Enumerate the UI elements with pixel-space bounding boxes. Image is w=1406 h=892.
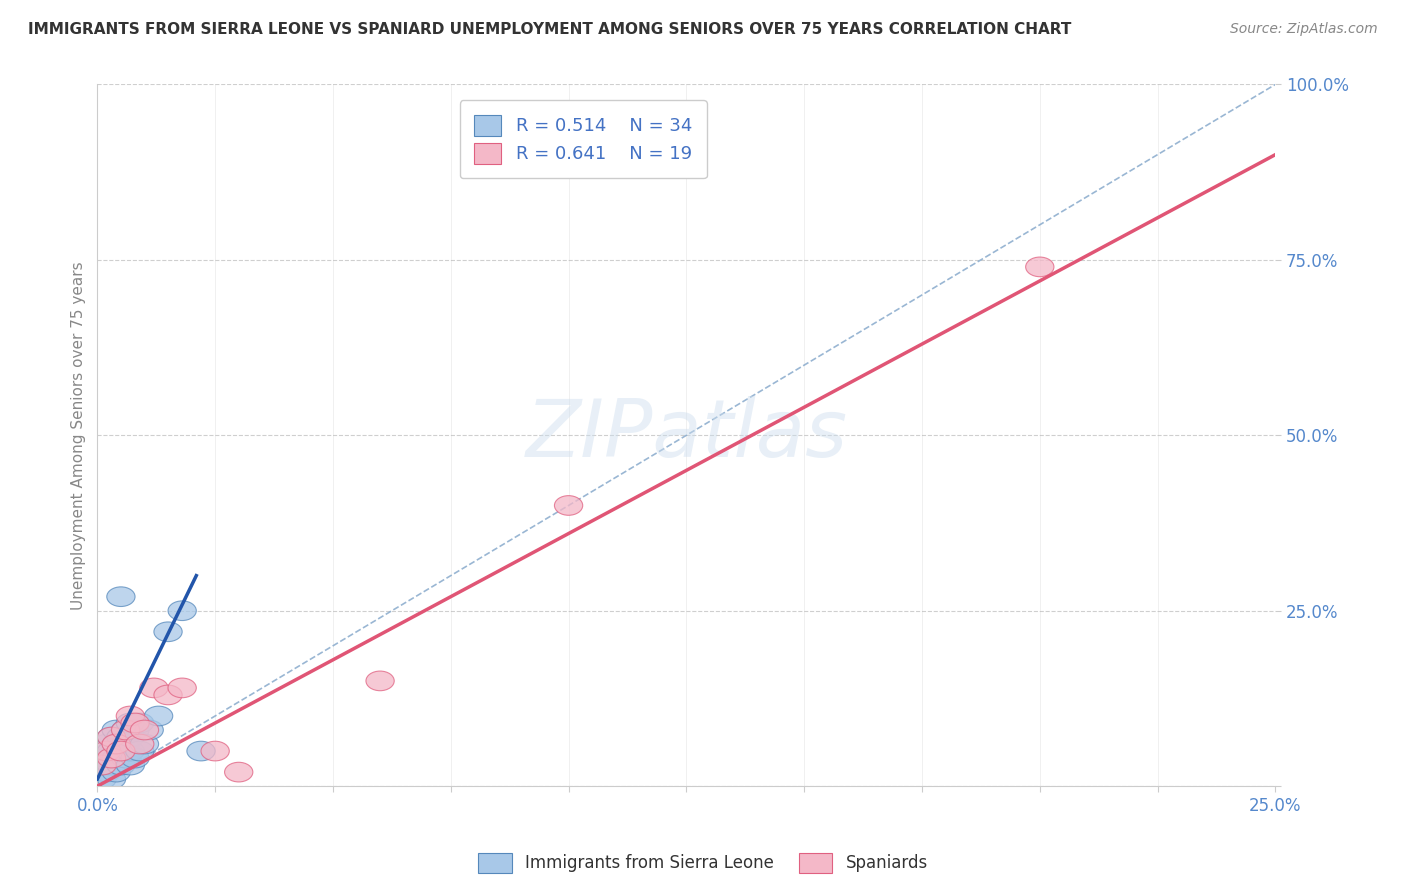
Ellipse shape — [117, 741, 145, 761]
Ellipse shape — [153, 622, 183, 641]
Ellipse shape — [93, 748, 121, 768]
Ellipse shape — [107, 741, 135, 761]
Ellipse shape — [97, 727, 125, 747]
Ellipse shape — [187, 741, 215, 761]
Ellipse shape — [103, 748, 131, 768]
Ellipse shape — [169, 601, 197, 621]
Y-axis label: Unemployment Among Seniors over 75 years: Unemployment Among Seniors over 75 years — [72, 261, 86, 609]
Ellipse shape — [121, 720, 149, 739]
Ellipse shape — [111, 720, 139, 739]
Ellipse shape — [117, 714, 145, 733]
Text: Source: ZipAtlas.com: Source: ZipAtlas.com — [1230, 22, 1378, 37]
Ellipse shape — [111, 748, 139, 768]
Ellipse shape — [103, 734, 131, 754]
Ellipse shape — [93, 741, 121, 761]
Ellipse shape — [121, 748, 149, 768]
Legend: R = 0.514    N = 34, R = 0.641    N = 19: R = 0.514 N = 34, R = 0.641 N = 19 — [460, 101, 707, 178]
Ellipse shape — [121, 714, 149, 733]
Ellipse shape — [97, 756, 125, 775]
Ellipse shape — [131, 720, 159, 739]
Ellipse shape — [366, 671, 394, 690]
Ellipse shape — [135, 720, 163, 739]
Ellipse shape — [89, 756, 117, 775]
Ellipse shape — [97, 769, 125, 789]
Ellipse shape — [125, 714, 153, 733]
Ellipse shape — [107, 741, 135, 761]
Ellipse shape — [103, 763, 131, 782]
Ellipse shape — [97, 727, 125, 747]
Ellipse shape — [93, 734, 121, 754]
Ellipse shape — [111, 734, 139, 754]
Ellipse shape — [97, 741, 125, 761]
Ellipse shape — [117, 706, 145, 726]
Text: ZIPatlas: ZIPatlas — [526, 396, 848, 475]
Ellipse shape — [117, 727, 145, 747]
Ellipse shape — [201, 741, 229, 761]
Ellipse shape — [1025, 257, 1054, 277]
Ellipse shape — [89, 769, 117, 789]
Ellipse shape — [107, 756, 135, 775]
Text: IMMIGRANTS FROM SIERRA LEONE VS SPANIARD UNEMPLOYMENT AMONG SENIORS OVER 75 YEAR: IMMIGRANTS FROM SIERRA LEONE VS SPANIARD… — [28, 22, 1071, 37]
Ellipse shape — [139, 678, 169, 698]
Ellipse shape — [93, 763, 121, 782]
Legend: Immigrants from Sierra Leone, Spaniards: Immigrants from Sierra Leone, Spaniards — [471, 847, 935, 880]
Ellipse shape — [111, 720, 139, 739]
Ellipse shape — [554, 496, 582, 516]
Ellipse shape — [125, 741, 153, 761]
Ellipse shape — [225, 763, 253, 782]
Ellipse shape — [107, 587, 135, 607]
Ellipse shape — [145, 706, 173, 726]
Ellipse shape — [103, 720, 131, 739]
Ellipse shape — [131, 734, 159, 754]
Ellipse shape — [117, 756, 145, 775]
Ellipse shape — [107, 727, 135, 747]
Ellipse shape — [103, 734, 131, 754]
Ellipse shape — [89, 756, 117, 775]
Ellipse shape — [153, 685, 183, 705]
Ellipse shape — [125, 734, 153, 754]
Ellipse shape — [97, 748, 125, 768]
Ellipse shape — [169, 678, 197, 698]
